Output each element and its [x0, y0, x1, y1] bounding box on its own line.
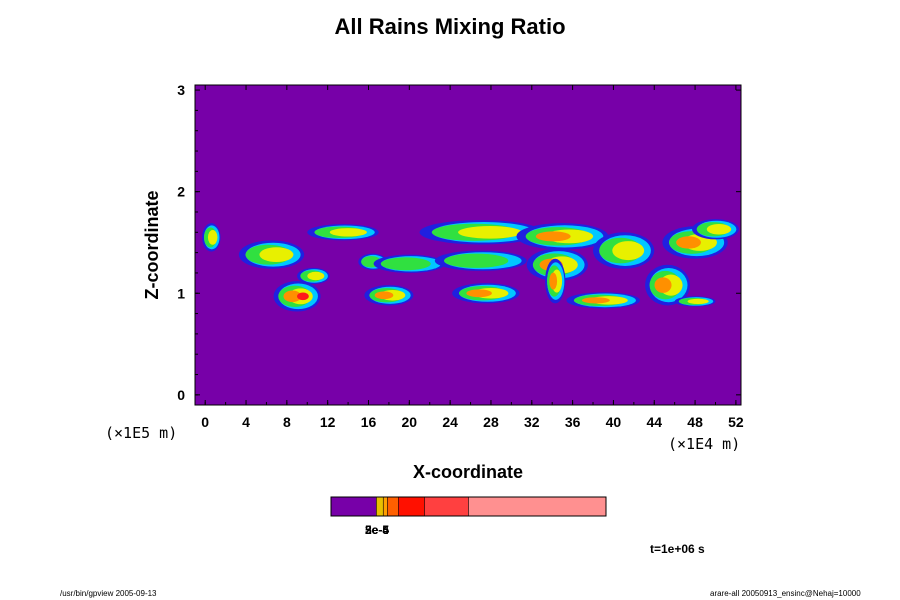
- chart-title: All Rains Mixing Ratio: [334, 14, 566, 39]
- contour-blob: [466, 289, 492, 298]
- x-unit-label: (×1E4 m): [668, 435, 740, 453]
- contour-blob: [612, 241, 645, 261]
- x-axis-label: X-coordinate: [413, 462, 523, 482]
- colorbar-swatch: [383, 497, 388, 516]
- y-axis-ticks: 0 1 2 3: [177, 82, 741, 403]
- x-tick-label: 52: [728, 414, 744, 430]
- x-tick-label: 28: [483, 414, 499, 430]
- x-tick-label: 36: [565, 414, 581, 430]
- x-tick-label: 8: [283, 414, 291, 430]
- contour-blob: [687, 298, 709, 305]
- colorbar-swatch: [424, 497, 469, 516]
- colorbar-label: 5e-4: [365, 523, 389, 537]
- x-tick-label: 12: [320, 414, 336, 430]
- colorbar-swatch: [331, 497, 377, 516]
- colorbar: [330, 496, 607, 517]
- contour-blob: [380, 257, 431, 271]
- x-tick-label: 40: [606, 414, 622, 430]
- x-axis-ticks: 0 4 8 12 16 20 24 28 32 36 40 44 48 52: [201, 85, 744, 430]
- y-tick-label: 0: [177, 387, 185, 403]
- colorbar-swatch: [376, 497, 384, 516]
- contour-blob: [535, 231, 571, 242]
- y-tick-label: 2: [177, 184, 185, 200]
- colorbar-label: 2e-5: [365, 523, 389, 537]
- x-tick-label: 0: [201, 414, 209, 430]
- y-unit-label: (×1E5 m): [105, 424, 177, 442]
- contour-blob: [259, 247, 294, 263]
- colorbar-labels: 2e-53e-55e-4: [365, 523, 389, 537]
- contour-layer: [202, 219, 739, 312]
- contour-blob: [458, 225, 522, 239]
- contour-blob: [581, 297, 610, 304]
- contour-blob: [706, 223, 732, 235]
- x-tick-label: 32: [524, 414, 540, 430]
- colorbar-swatch: [387, 497, 399, 516]
- plot-frame: [194, 84, 742, 406]
- x-tick-label: 24: [442, 414, 458, 430]
- contour-blob: [207, 229, 218, 245]
- x-tick-label: 16: [361, 414, 377, 430]
- contour-blob: [374, 291, 394, 300]
- colorbar-swatch: [398, 497, 425, 516]
- contour-blob: [297, 292, 309, 301]
- contour-blob: [549, 272, 558, 290]
- contour-blob: [676, 236, 701, 249]
- x-tick-label: 20: [402, 414, 418, 430]
- y-tick-label: 3: [177, 82, 185, 98]
- y-tick-label: 1: [177, 285, 185, 301]
- contour-blob: [329, 228, 367, 237]
- contour-blob: [654, 277, 672, 293]
- x-tick-label: 44: [646, 414, 662, 430]
- contour-blob: [444, 253, 509, 268]
- time-label: t=1e+06 s: [650, 542, 705, 556]
- colorbar-label: 3e-5: [365, 523, 389, 537]
- footer-left: /usr/bin/gpview 2005-09-13: [60, 589, 157, 598]
- contour-blob: [283, 290, 302, 303]
- footer-right: arare-all 20050913_ensinc@Nehaj=10000: [710, 589, 861, 598]
- x-tick-label: 4: [242, 414, 250, 430]
- y-axis-label: Z-coordinate: [142, 190, 162, 299]
- colorbar-swatch: [468, 497, 606, 516]
- x-tick-label: 48: [687, 414, 703, 430]
- contour-blob: [307, 271, 325, 281]
